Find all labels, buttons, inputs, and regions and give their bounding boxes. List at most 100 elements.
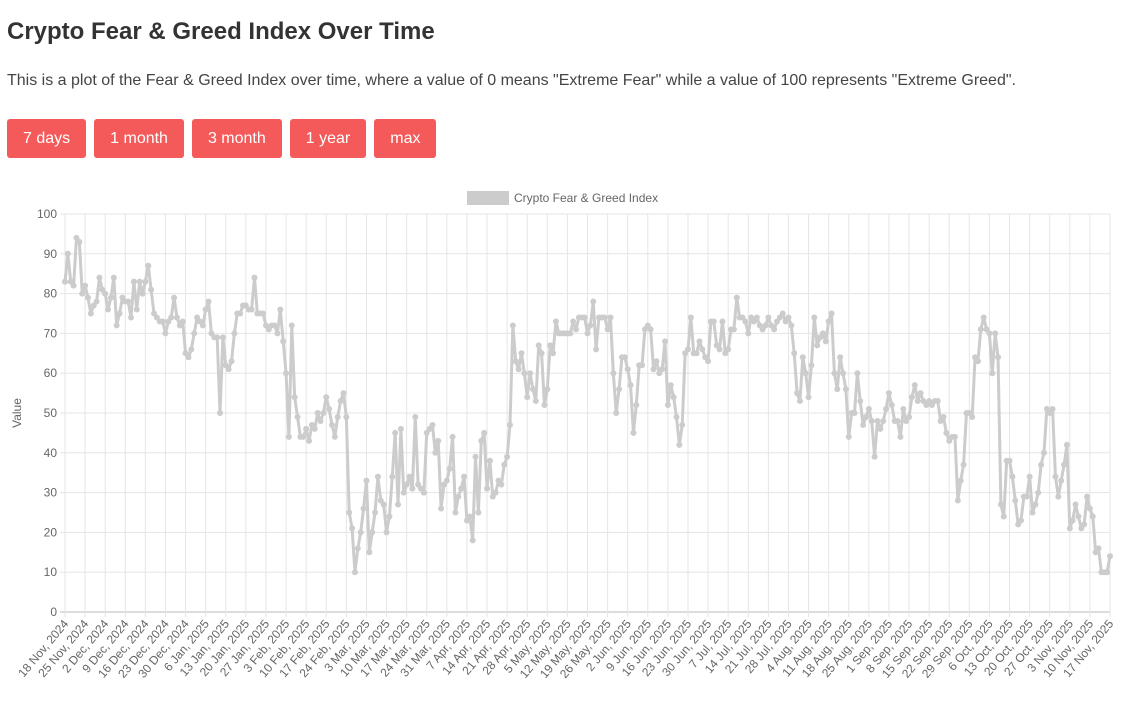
data-point <box>716 346 723 353</box>
data-point <box>538 350 545 357</box>
range-button[interactable]: max <box>374 119 437 158</box>
data-point <box>303 425 310 432</box>
data-point <box>185 354 192 361</box>
data-point <box>518 350 525 357</box>
data-point <box>630 429 637 436</box>
data-point <box>934 398 941 405</box>
data-point <box>529 386 536 393</box>
data-point <box>64 250 71 257</box>
data-point <box>590 298 597 305</box>
data-point <box>205 298 212 305</box>
data-point <box>274 330 281 337</box>
data-point <box>214 334 221 341</box>
data-point <box>486 457 493 464</box>
data-point <box>616 386 623 393</box>
data-point <box>1104 569 1111 576</box>
data-point <box>82 282 89 289</box>
data-point <box>969 413 976 420</box>
data-point <box>865 406 872 413</box>
data-point <box>357 529 364 536</box>
data-point <box>552 318 559 325</box>
data-point <box>349 525 356 532</box>
data-point <box>567 330 574 337</box>
data-point <box>980 314 987 321</box>
data-point <box>854 370 861 377</box>
data-point <box>142 278 149 285</box>
data-point <box>705 358 712 365</box>
data-point <box>664 402 671 409</box>
data-point <box>627 382 634 389</box>
data-point <box>334 413 341 420</box>
data-point <box>1040 449 1047 456</box>
y-tick-label: 60 <box>44 366 58 380</box>
description: This is a plot of the Fear & Greed Index… <box>7 72 1016 89</box>
data-point <box>977 326 984 333</box>
data-point <box>389 473 396 480</box>
data-point <box>733 294 740 301</box>
data-point <box>340 390 347 397</box>
data-point <box>449 433 456 440</box>
data-point <box>130 278 137 285</box>
data-point <box>472 453 479 460</box>
data-point <box>607 314 614 321</box>
data-point <box>395 501 402 508</box>
data-point <box>880 417 887 424</box>
range-button[interactable]: 1 month <box>94 119 184 158</box>
data-point <box>202 306 209 313</box>
data-point <box>1026 473 1033 480</box>
data-point <box>1032 501 1039 508</box>
data-point <box>837 354 844 361</box>
data-point <box>753 314 760 321</box>
legend-swatch <box>467 191 509 205</box>
range-button[interactable]: 3 month <box>191 119 282 158</box>
data-point <box>446 465 453 472</box>
data-point <box>951 433 958 440</box>
data-point <box>397 425 404 432</box>
data-point <box>62 278 68 285</box>
data-point <box>458 485 465 492</box>
data-point <box>877 425 884 432</box>
data-point <box>1052 473 1059 480</box>
data-point <box>550 350 557 357</box>
data-point <box>484 485 491 492</box>
data-point <box>857 398 864 405</box>
data-point <box>87 310 94 317</box>
data-point <box>992 330 999 337</box>
data-point <box>521 370 528 377</box>
data-point <box>1006 457 1013 464</box>
data-point <box>1029 509 1036 516</box>
data-point <box>300 433 307 440</box>
data-point <box>653 358 660 365</box>
data-point <box>860 421 867 428</box>
data-point <box>851 410 858 416</box>
data-point <box>1089 513 1096 520</box>
data-point <box>116 310 123 317</box>
data-point <box>808 362 815 369</box>
data-point <box>374 473 381 480</box>
data-point <box>527 370 534 377</box>
data-point <box>84 294 91 301</box>
y-tick-label: 10 <box>44 565 58 579</box>
data-point <box>673 413 680 420</box>
data-point <box>667 382 674 389</box>
data-point <box>380 501 387 508</box>
data-point <box>288 322 295 329</box>
range-button[interactable]: 7 days <box>7 119 87 158</box>
range-button[interactable]: 1 year <box>289 119 367 158</box>
y-tick-label: 30 <box>44 486 58 500</box>
data-point <box>280 338 287 345</box>
data-point <box>228 358 235 365</box>
data-point <box>805 394 812 401</box>
data-point <box>168 314 175 321</box>
data-point <box>995 354 1002 361</box>
data-point <box>1061 461 1068 468</box>
data-point <box>885 390 892 397</box>
data-point <box>524 394 531 401</box>
data-point <box>1018 517 1025 524</box>
data-point <box>125 298 132 305</box>
data-point <box>283 370 290 377</box>
data-point <box>139 290 146 297</box>
data-point <box>79 290 86 297</box>
data-point <box>730 326 737 333</box>
